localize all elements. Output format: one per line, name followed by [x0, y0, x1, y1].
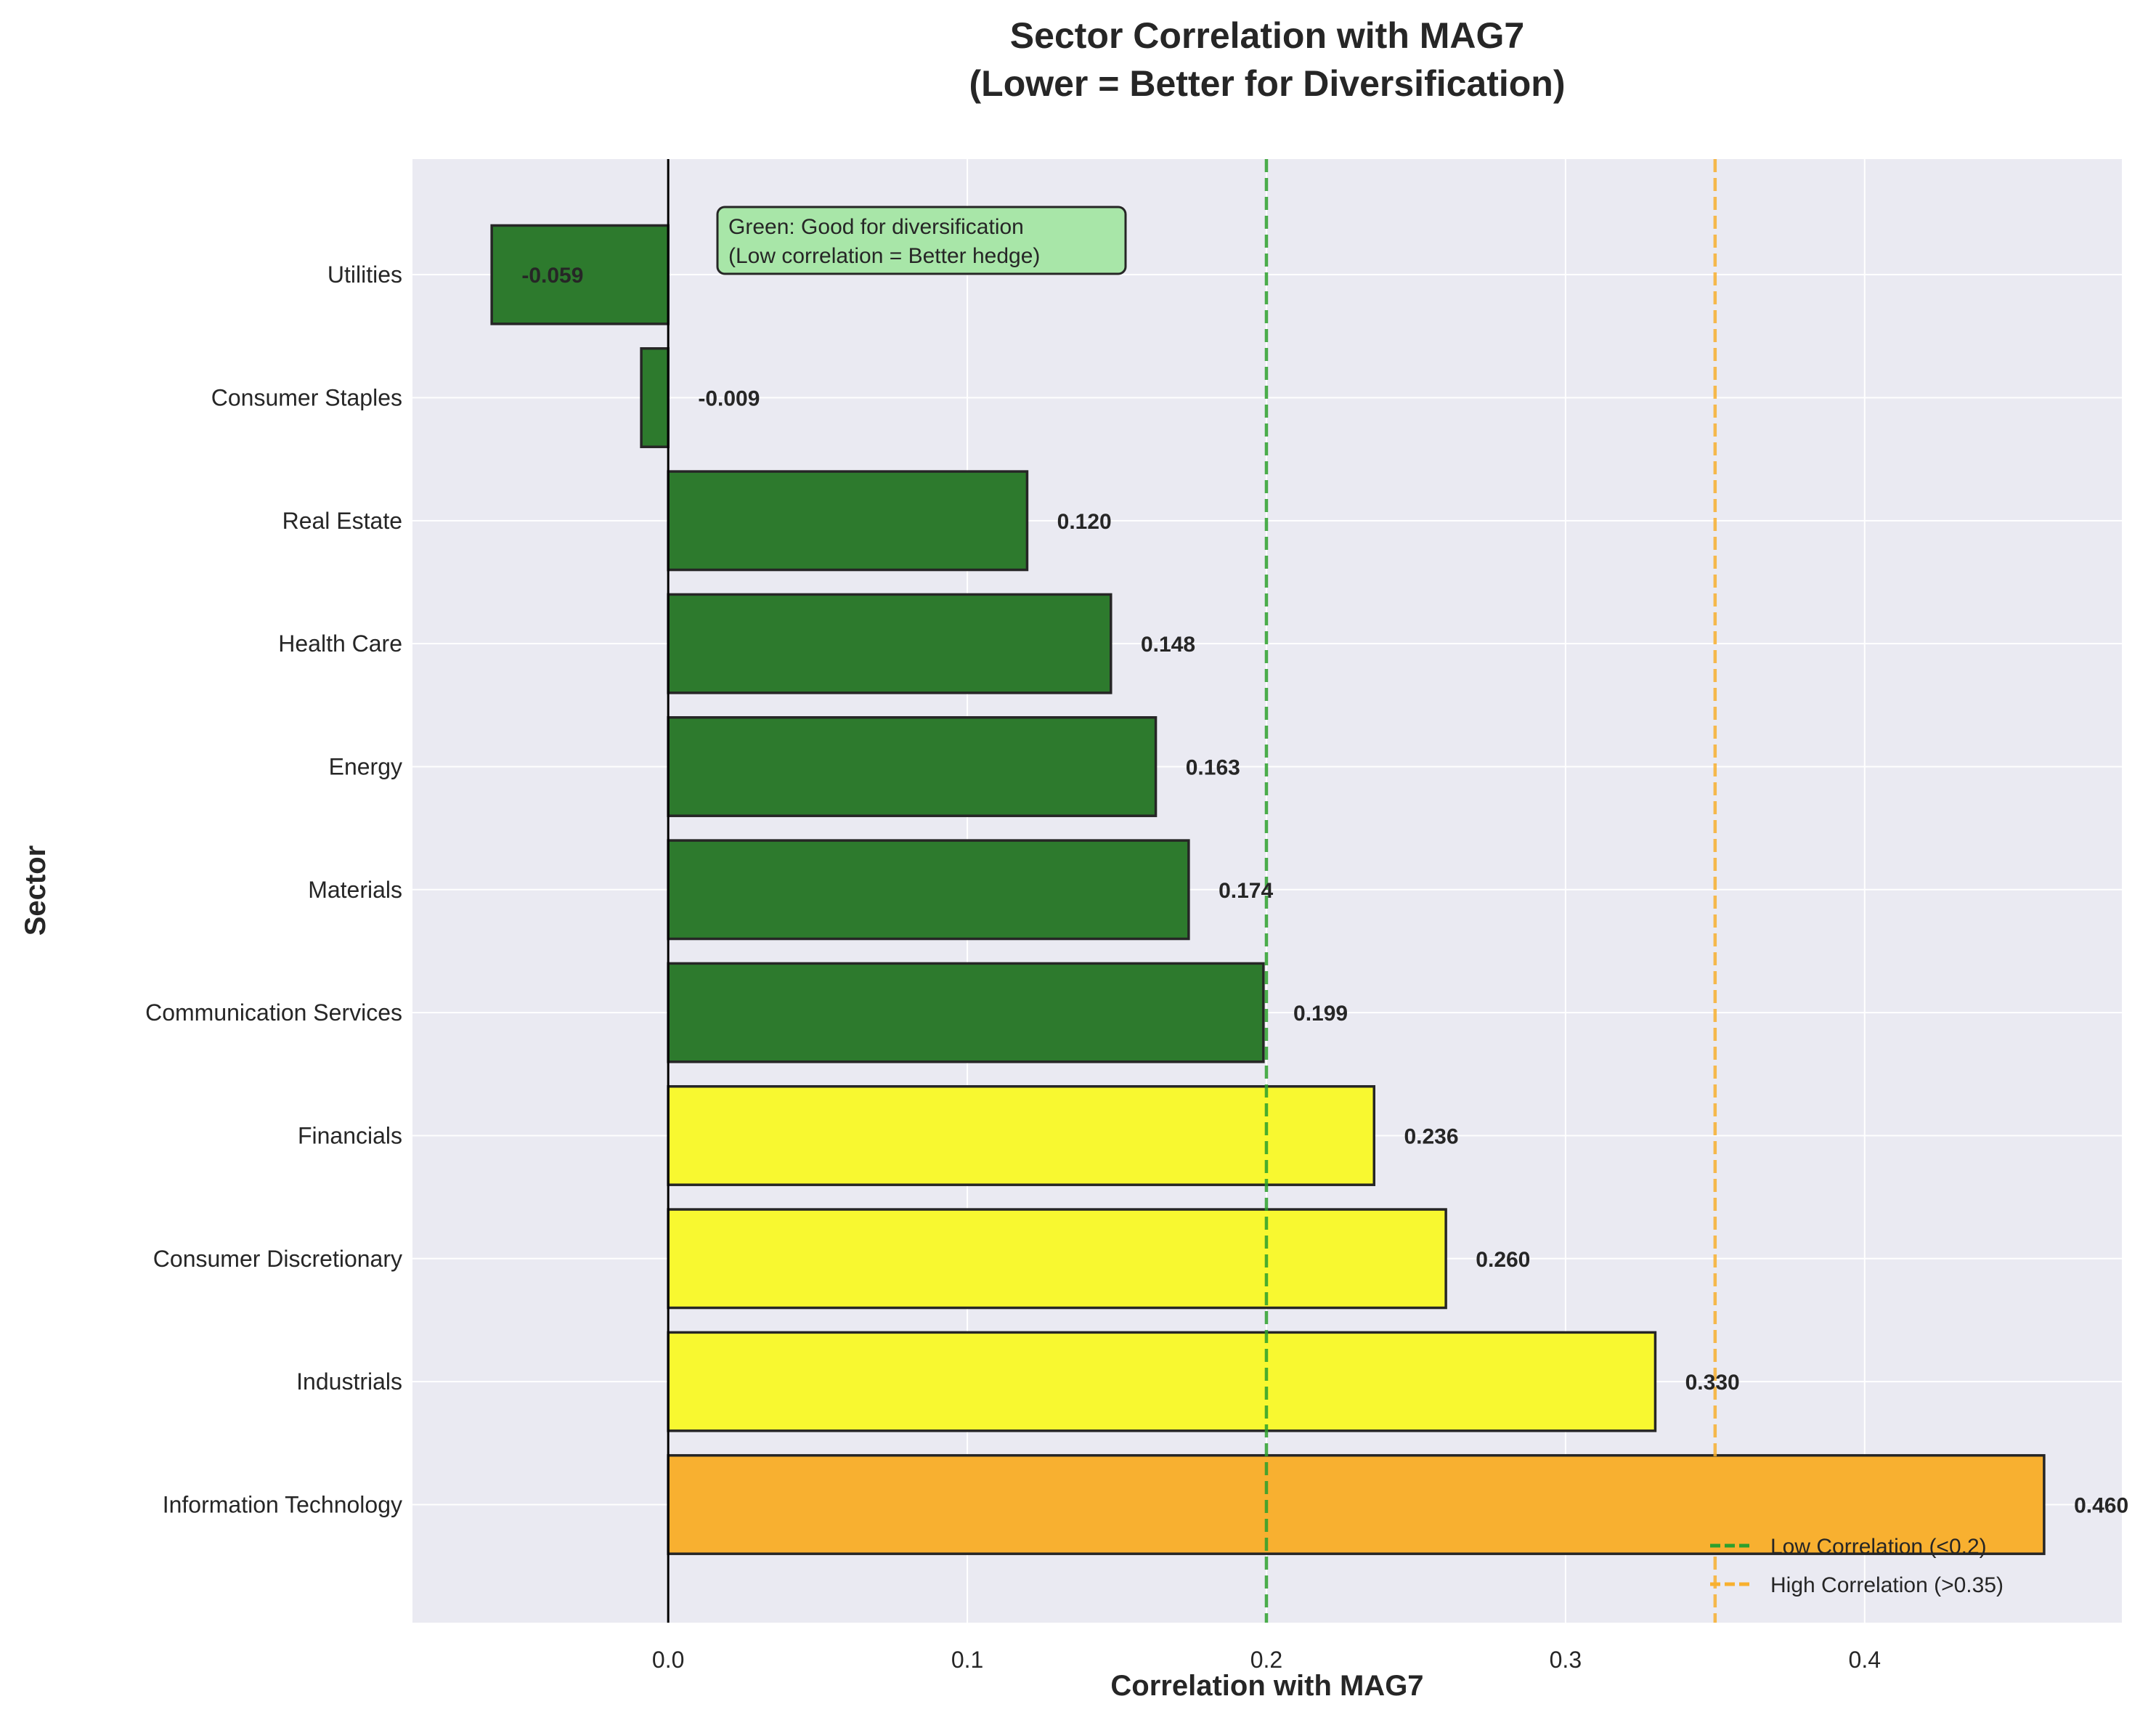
value-label: -0.059 [521, 264, 583, 288]
y-tick-label: Consumer Staples [211, 384, 402, 410]
annotation-line2: (Low correlation = Better hedge) [728, 244, 1040, 268]
bar-real-estate [667, 470, 1029, 572]
bar-utilities [490, 224, 670, 325]
legend-label: High Correlation (>0.35) [1770, 1573, 2004, 1597]
legend: Low Correlation (<0.2) High Correlation (… [1710, 1535, 2004, 1597]
value-label: 0.120 [1057, 510, 1112, 534]
y-tick-label: Financials [298, 1122, 402, 1148]
annotation-box: Green: Good for diversification (Low cor… [716, 206, 1127, 275]
bar-financials [667, 1084, 1376, 1186]
value-label: 0.460 [2074, 1493, 2128, 1517]
x-tick-label: 0.4 [1849, 1647, 1881, 1673]
x-tick-label: 0.0 [652, 1647, 684, 1673]
bar-energy [667, 715, 1158, 817]
chart-title-line2: (Lower = Better for Diversification) [969, 63, 1566, 104]
legend-label: Low Correlation (<0.2) [1770, 1535, 1987, 1559]
value-label: 0.199 [1293, 1002, 1348, 1026]
x-tick-label: 0.2 [1250, 1647, 1282, 1673]
annotation-line1: Green: Good for diversification [728, 215, 1024, 239]
value-label: -0.009 [698, 386, 760, 410]
value-label: 0.163 [1186, 755, 1240, 779]
chart-title-line1: Sector Correlation with MAG7 [1010, 15, 1524, 56]
value-label: 0.236 [1404, 1124, 1458, 1148]
bar-materials [667, 839, 1190, 941]
bar-industrials [667, 1331, 1657, 1432]
y-tick-label: Utilities [328, 261, 402, 288]
y-tick-label: Communication Services [145, 999, 402, 1026]
bar-communication-services [667, 962, 1265, 1063]
x-axis-label: Correlation with MAG7 [1110, 1670, 1423, 1702]
y-tick-label: Health Care [278, 630, 402, 657]
y-tick-label: Consumer Discretionary [153, 1246, 402, 1272]
value-label: 0.148 [1141, 633, 1195, 657]
y-tick-label: Real Estate [282, 508, 402, 534]
y-tick-label: Materials [308, 877, 402, 903]
value-label: 0.260 [1476, 1248, 1530, 1272]
value-label: 0.330 [1685, 1371, 1740, 1395]
y-tick-label: Energy [329, 753, 402, 779]
annotation-background [716, 206, 1127, 275]
y-tick-label: Industrials [296, 1368, 402, 1395]
y-axis-label: Sector [20, 845, 52, 936]
x-tick-label: 0.1 [951, 1647, 983, 1673]
bar-information-technology [667, 1453, 2046, 1555]
x-tick-label: 0.3 [1550, 1647, 1582, 1673]
bar-health-care [667, 593, 1112, 694]
bar-consumer-discretionary [667, 1208, 1447, 1310]
y-tick-label: Information Technology [163, 1491, 402, 1517]
bar-consumer-staples [640, 347, 670, 448]
value-label: 0.174 [1219, 879, 1273, 903]
